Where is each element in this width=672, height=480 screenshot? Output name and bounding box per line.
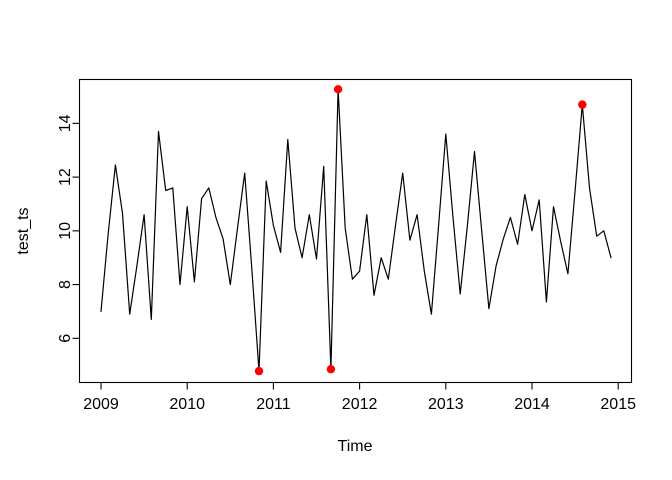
outlier-point: [254, 366, 264, 376]
y-tick-label: 6: [57, 334, 74, 343]
outlier-point: [578, 100, 587, 109]
x-tick-label: 2012: [342, 396, 378, 413]
x-axis-label: Time: [338, 438, 373, 455]
y-tick-label: 12: [57, 168, 74, 186]
y-tick-label: 8: [57, 280, 74, 289]
outlier-points: [254, 85, 587, 376]
x-tick-label: 2015: [600, 396, 636, 413]
y-axis-ticks: 6 8 10 12 14: [57, 114, 80, 343]
y-axis-label: test_ts: [15, 207, 32, 254]
outlier-point: [326, 365, 336, 374]
y-tick-label: 14: [57, 114, 74, 132]
x-axis-ticks: 2009 2010 2011 2012 2013 2014 2015: [83, 382, 636, 413]
x-tick-label: 2011: [256, 396, 291, 413]
x-tick-label: 2009: [83, 396, 119, 413]
y-tick-label: 10: [57, 222, 74, 240]
plot-box: [78, 78, 633, 384]
x-tick-label: 2013: [428, 396, 464, 413]
x-tick-label: 2014: [514, 396, 550, 413]
series-line: [100, 88, 612, 372]
x-tick-label: 2010: [169, 396, 205, 413]
outlier-point: [333, 85, 343, 94]
